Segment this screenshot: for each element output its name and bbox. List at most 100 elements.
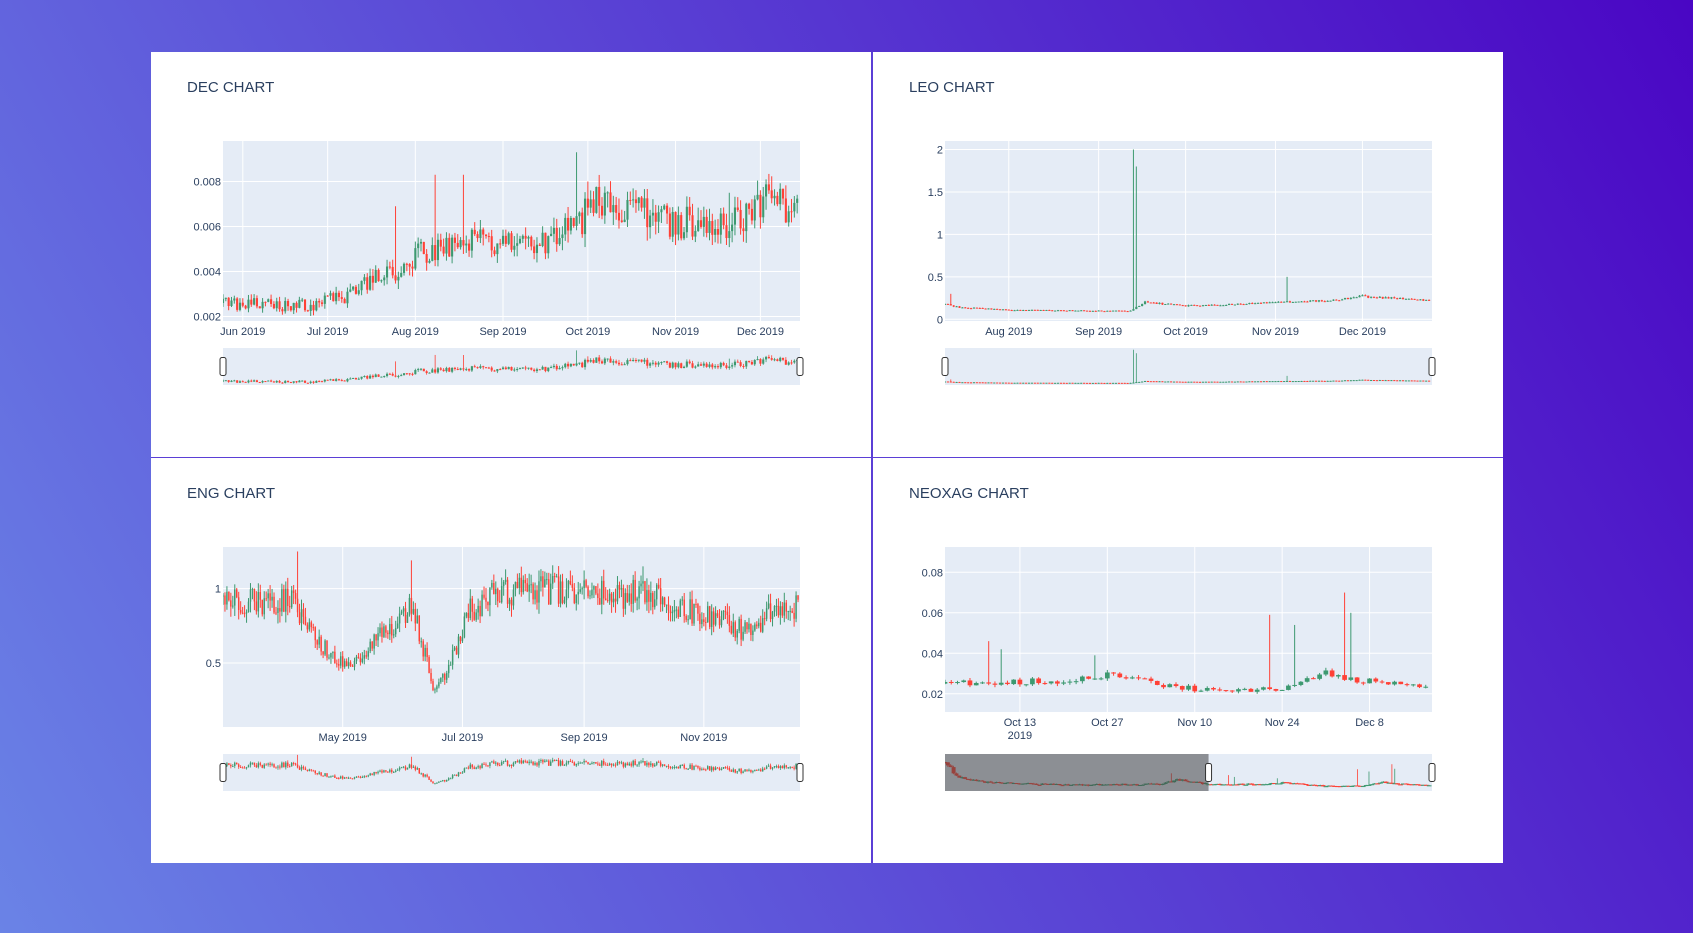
dec-candle (380, 279, 383, 283)
leo-candle (1332, 380, 1335, 382)
dec-candle (606, 358, 609, 362)
eng-candle (765, 601, 768, 622)
dec-candle (473, 364, 476, 368)
dec-candle (748, 202, 751, 215)
neoxag-rangeslider-handle-left[interactable] (1205, 763, 1213, 782)
dec-candle (377, 374, 380, 377)
neoxag-candle (1173, 682, 1179, 688)
neoxag-candle (1092, 655, 1098, 680)
eng-candle (575, 594, 578, 611)
leo-rangeslider[interactable] (945, 348, 1432, 385)
dec-candle (247, 294, 250, 313)
eng-candle (385, 624, 387, 638)
eng-candle (536, 761, 538, 767)
leo-candle (975, 382, 978, 384)
dec-candle (657, 361, 660, 367)
eng-candle (447, 777, 450, 781)
dec-candle (278, 380, 281, 384)
dec-candle (366, 273, 369, 294)
neoxag-candle (1295, 782, 1300, 785)
dec-candle (646, 357, 649, 369)
dec-candle (510, 231, 513, 253)
dec-candle (383, 275, 386, 286)
eng-candle (703, 767, 705, 771)
eng-candle (785, 764, 787, 769)
neoxag-candle (1098, 676, 1104, 681)
eng-candle (306, 769, 309, 772)
eng-candle (685, 767, 687, 770)
dec-candle (671, 207, 674, 243)
leo-candle (1022, 382, 1025, 384)
eng-candle (763, 767, 766, 771)
leo-candle (1025, 382, 1028, 384)
eng-candle (591, 582, 593, 599)
eng-candle (345, 658, 348, 667)
leo-candle (1175, 381, 1178, 383)
eng-candle (489, 587, 491, 617)
eng-candle (445, 779, 448, 782)
neoxag-x-tick-label: Dec 8 (1355, 717, 1384, 729)
eng-candle (516, 759, 519, 763)
neoxag-candle (1142, 677, 1148, 680)
neoxag-candle (1426, 784, 1432, 787)
neoxag-candle (1326, 785, 1332, 787)
dec-candle (292, 302, 295, 315)
leo-candle (1025, 309, 1028, 312)
dec-candle (388, 261, 391, 270)
dec-candle (391, 259, 394, 279)
eng-candle (440, 677, 442, 684)
neoxag-x-tick-label: Oct 13 (1004, 717, 1036, 729)
dec-rangeslider-handle-left[interactable] (219, 357, 227, 376)
leo-candle (1372, 380, 1376, 382)
leo-candle (1230, 381, 1234, 383)
leo-candle (1335, 380, 1338, 382)
dec-candle (445, 366, 448, 373)
eng-candle (422, 772, 424, 778)
leo-rangeslider-handle-right[interactable] (1428, 357, 1436, 376)
dec-x-tick-label: Sep 2019 (479, 326, 526, 338)
eng-candle (469, 589, 472, 621)
eng-candle (675, 606, 678, 619)
dec-candle (524, 227, 527, 250)
neoxag-candle (1417, 683, 1422, 689)
neoxag-candle (1223, 784, 1229, 786)
panel-divider-horizontal (151, 457, 1503, 458)
eng-candle (477, 598, 479, 620)
eng-candle (528, 759, 530, 766)
dec-candle (680, 362, 683, 369)
dec-candle (750, 199, 753, 225)
dec-candle (668, 207, 671, 240)
eng-candle (290, 585, 293, 609)
dec-candle (281, 382, 284, 384)
eng-candle (524, 573, 526, 592)
dec-candle (705, 362, 708, 368)
eng-rangeslider-handle-right[interactable] (796, 763, 804, 782)
dec-candle (612, 359, 615, 366)
leo-candle (1193, 381, 1196, 383)
dec-plot-area[interactable] (223, 141, 800, 321)
leo-candle (955, 381, 958, 383)
dec-candle (756, 356, 759, 361)
leo-rangeslider-handle-left[interactable] (941, 357, 949, 376)
dec-candle (521, 367, 524, 369)
eng-candle (461, 770, 464, 774)
dec-candle (694, 225, 697, 243)
eng-candle (332, 775, 334, 777)
eng-candle (548, 759, 550, 766)
eng-candle (642, 757, 644, 764)
eng-candle (534, 761, 536, 766)
eng-candle (730, 620, 733, 635)
eng-rangeslider-handle-left[interactable] (219, 763, 227, 782)
eng-plot-area[interactable] (223, 547, 800, 727)
neoxag-x-tick-label: 2019 (1008, 730, 1032, 742)
dec-rangeslider[interactable] (223, 348, 800, 385)
eng-candle (332, 651, 334, 659)
eng-candle (640, 759, 642, 764)
neoxag-rangeslider-handle-right[interactable] (1428, 763, 1436, 782)
dec-rangeslider-handle-right[interactable] (796, 357, 804, 376)
eng-rangeslider[interactable] (223, 754, 800, 791)
leo-plot-area[interactable] (945, 141, 1432, 321)
eng-candle (655, 583, 658, 606)
eng-candle (336, 659, 338, 668)
